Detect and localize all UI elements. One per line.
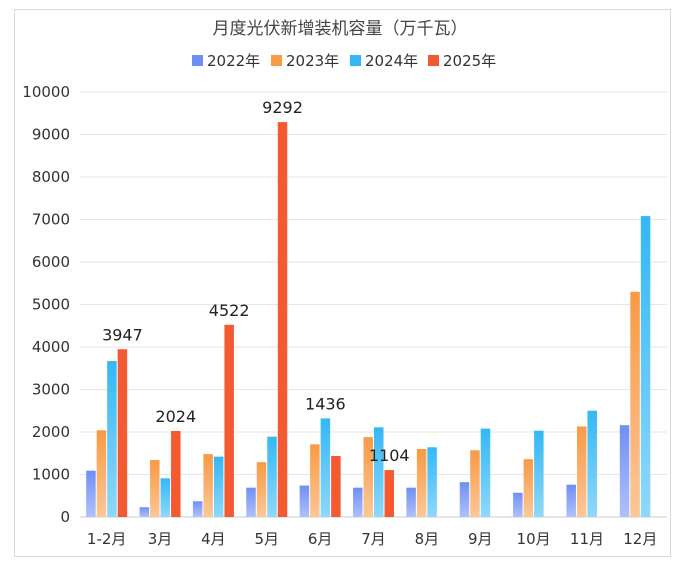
bar-2022-1 [139,507,150,517]
y-tick-label: 6000 [32,253,70,271]
bar-2024-7 [480,428,491,517]
bar-2022-4 [299,485,310,517]
x-axis: 1-2月 3月 4月 5月 6月 7月 8月 9月 10月 11月 12月 [87,530,657,548]
bar-2024-4 [320,418,331,517]
y-tick-label: 8000 [32,168,70,186]
bar-2023-5 [363,437,373,517]
bar-2023-2 [203,454,213,517]
data-label: 4522 [209,301,250,320]
bar-2023-4 [310,444,320,517]
bar-2023-1 [150,460,160,517]
x-tick-label: 9月 [468,530,493,548]
bar-2024-6 [427,447,437,517]
legend: 2022年 2023年 2024年 2025年 [192,52,496,70]
bar-2025-4 [331,455,341,517]
x-tick-label: 11月 [570,530,604,548]
bar-2024-2 [213,456,224,517]
bar-2022-8 [513,492,523,517]
bar-2022-2 [192,501,203,517]
y-tick-label: 3000 [32,381,70,399]
data-label: 3947 [102,325,143,344]
x-tick-label: 12月 [623,530,657,548]
legend-swatch-2022 [192,55,203,66]
bar-2022-0 [86,470,96,517]
legend-label: 2025年 [443,52,496,70]
x-tick-label: 3月 [148,530,173,548]
bar-2024-5 [374,427,384,517]
y-axis: 0 1000 2000 3000 4000 5000 6000 7000 8000 9000 100… [22,83,70,526]
data-label: 9292 [262,98,303,117]
data-label: 1104 [369,446,410,465]
data-label: 1436 [305,394,346,413]
y-tick-label: 0 [60,508,70,526]
y-tick-label: 10000 [22,83,70,101]
x-tick-label: 5月 [254,530,279,548]
x-tick-label: 10月 [517,530,551,548]
bar-2022-6 [406,487,416,517]
legend-swatch-2024 [350,55,361,66]
bar-2025-5 [384,470,394,517]
y-tick-label: 7000 [32,211,70,229]
bar-2022-10 [619,425,630,517]
bar-2022-5 [353,487,363,517]
data-labels: 3947 2024 4522 9292 1436 1104 [102,98,410,465]
legend-label: 2023年 [286,52,339,70]
legend-swatch-2025 [428,55,439,66]
x-tick-label: 6月 [308,530,333,548]
bar-2024-10 [640,216,651,517]
x-tick-label: 7月 [361,530,386,548]
legend-label: 2024年 [365,52,418,70]
bar-2022-9 [566,484,576,517]
bar-2023-10 [630,291,640,517]
bar-2023-8 [523,459,534,517]
y-tick-label: 1000 [32,466,70,484]
bars [86,122,651,517]
bar-2024-0 [107,361,117,517]
bar-2024-3 [267,436,277,517]
bar-2023-3 [256,462,267,517]
bar-2025-3 [277,122,288,517]
bar-2023-0 [96,430,107,517]
x-tick-label: 1-2月 [87,530,127,548]
data-label: 2024 [155,407,196,426]
legend-label: 2022年 [207,52,260,70]
bar-2023-7 [470,450,480,517]
bar-2023-9 [576,426,587,517]
bar-2025-2 [224,324,234,517]
x-tick-label: 4月 [201,530,226,548]
y-tick-label: 4000 [32,338,70,356]
x-tick-label: 8月 [415,530,440,548]
bar-2025-1 [171,430,181,517]
chart-title: 月度光伏新增装机容量（万千瓦） [213,19,468,39]
bar-2025-0 [117,349,128,517]
bar-2022-3 [246,487,256,517]
legend-swatch-2023 [271,55,282,66]
bar-2022-7 [459,482,470,517]
y-tick-label: 2000 [32,423,70,441]
y-tick-label: 9000 [32,126,70,144]
bar-2024-8 [534,430,544,517]
bar-2024-1 [160,478,171,517]
y-tick-label: 5000 [32,296,70,314]
bar-2023-6 [416,449,427,517]
bar-2024-9 [587,410,597,517]
